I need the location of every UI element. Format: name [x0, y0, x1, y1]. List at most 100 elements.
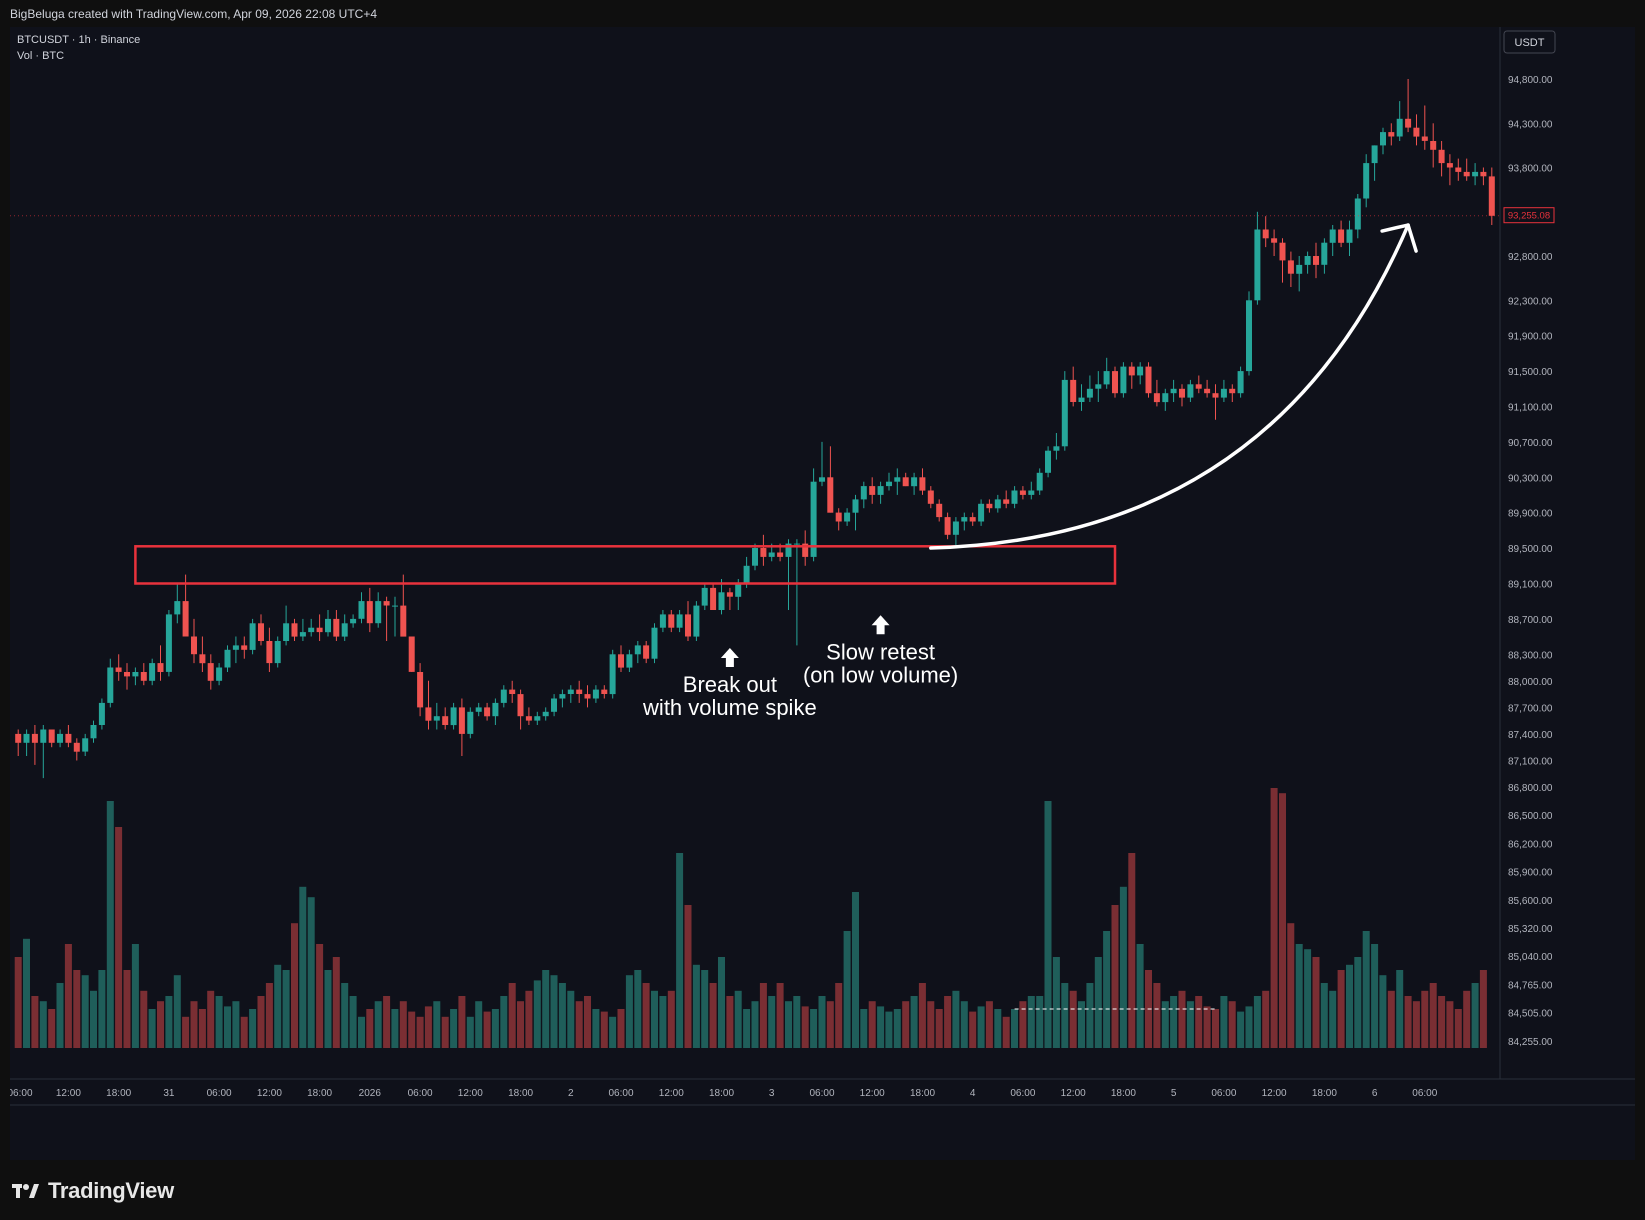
volume-bar: [383, 996, 391, 1048]
time-tick-label: 12:00: [56, 1088, 81, 1099]
volume-bar: [324, 970, 332, 1048]
currency-button[interactable]: USDT: [1503, 30, 1556, 54]
candle-body: [40, 729, 47, 743]
candle-body: [559, 694, 566, 699]
volume-bar: [1228, 1001, 1236, 1048]
volume-bar: [1061, 983, 1069, 1048]
volume-bar: [625, 975, 633, 1048]
candle-body: [1413, 127, 1420, 137]
candle-body: [291, 623, 298, 637]
candle-body: [1237, 371, 1244, 394]
candle-body: [944, 517, 951, 535]
up-arrow-icon: [720, 648, 739, 668]
volume-bar: [1454, 1009, 1462, 1048]
candle-body: [860, 486, 867, 500]
candle-body: [484, 707, 491, 717]
volume-bar: [1044, 801, 1052, 1048]
time-tick-label: 12:00: [1061, 1088, 1086, 1099]
candle-body: [475, 707, 482, 712]
candle-body: [852, 499, 859, 513]
time-axis-labels[interactable]: 06:00 12:00 18:00 31 06:00 12:00 18:00 2026 06:0…: [10, 1088, 1438, 1099]
candle-body: [927, 490, 934, 504]
price-tick-label: 91,500.00: [1508, 367, 1553, 378]
volume-bar: [1186, 1001, 1194, 1048]
time-tick-label: 18:00: [1312, 1088, 1337, 1099]
candle-body: [132, 672, 139, 677]
price-tick-label: 94,300.00: [1508, 119, 1553, 130]
candle-body: [877, 486, 884, 495]
volume-bar: [1354, 957, 1362, 1048]
price-tick-label: 89,100.00: [1508, 580, 1553, 591]
volume-bar: [391, 1009, 399, 1048]
volume-bar: [1178, 990, 1186, 1048]
volume-bar: [374, 1001, 382, 1048]
candle-body: [408, 636, 415, 672]
candle-body: [735, 583, 742, 597]
volume-bar: [977, 1006, 985, 1048]
volume-bar: [307, 897, 315, 1048]
volume-bar: [1069, 990, 1077, 1048]
annotation-retest[interactable]: Slow retest(on low volume): [803, 615, 958, 687]
volume-bar: [1438, 996, 1446, 1048]
candle-body: [1354, 198, 1361, 230]
candle-body: [1162, 393, 1169, 403]
volume-bar: [567, 990, 575, 1048]
volume-bar: [131, 944, 139, 1048]
candle-body: [643, 645, 650, 659]
time-tick-label: 18:00: [307, 1088, 332, 1099]
volume-bar: [759, 983, 767, 1048]
price-tick-label: 84,255.00: [1508, 1037, 1553, 1048]
candle-body: [1003, 499, 1010, 504]
candle-body: [525, 716, 532, 721]
time-tick-label: 06:00: [408, 1088, 433, 1099]
candle-body: [1304, 256, 1311, 265]
candle-body: [207, 663, 214, 681]
curved-arrow[interactable]: [929, 223, 1410, 550]
volume-bar: [960, 1001, 968, 1048]
volume-bar: [692, 964, 700, 1048]
candle-body: [1112, 371, 1118, 394]
candle-body: [634, 645, 641, 655]
volume-bar: [1212, 1009, 1219, 1048]
candle-body: [73, 742, 80, 752]
time-tick-label: 12:00: [1262, 1088, 1287, 1099]
candle-body: [1053, 446, 1060, 451]
volume-bar: [1329, 990, 1337, 1048]
volume-bar: [1153, 983, 1161, 1048]
volume-bar: [232, 1001, 240, 1048]
price-tick-label: 87,100.00: [1508, 757, 1553, 768]
volume-bar: [1429, 983, 1437, 1048]
volume-bar: [542, 970, 550, 1048]
currency-button-frame[interactable]: [1503, 30, 1556, 54]
volume-bar: [349, 996, 357, 1048]
price-tick-label: 92,300.00: [1508, 296, 1553, 307]
candle-body: [743, 565, 750, 584]
chart-area[interactable]: Break out with volume spike Slow retest (on…: [10, 27, 1635, 1160]
candle-body: [1472, 171, 1479, 177]
candle-body: [1070, 379, 1077, 402]
breakout-zone-rectangle[interactable]: [134, 545, 1117, 585]
price-tick-label: 86,500.00: [1508, 811, 1553, 822]
candle-body: [1371, 145, 1378, 164]
volume-bar: [1128, 853, 1136, 1048]
volume-bar: [508, 983, 516, 1048]
volume-bar: [500, 996, 508, 1048]
volume-bar: [1011, 1009, 1018, 1048]
candle-body: [1480, 171, 1487, 177]
volume-bar: [416, 1016, 424, 1048]
volume-bar: [14, 957, 22, 1048]
volume-bar: [1253, 996, 1261, 1048]
candle-body: [1170, 388, 1177, 394]
candle-body: [23, 733, 30, 743]
volume-bar: [952, 990, 960, 1048]
volume-bar: [148, 1009, 156, 1048]
candle-body: [1488, 176, 1495, 216]
candle-body: [1262, 229, 1269, 239]
volume-bar: [1412, 1001, 1420, 1048]
candle-body: [174, 601, 181, 615]
price-tick-label: 87,400.00: [1508, 730, 1553, 741]
candle-body: [1279, 242, 1286, 261]
volume-bar: [332, 957, 340, 1048]
